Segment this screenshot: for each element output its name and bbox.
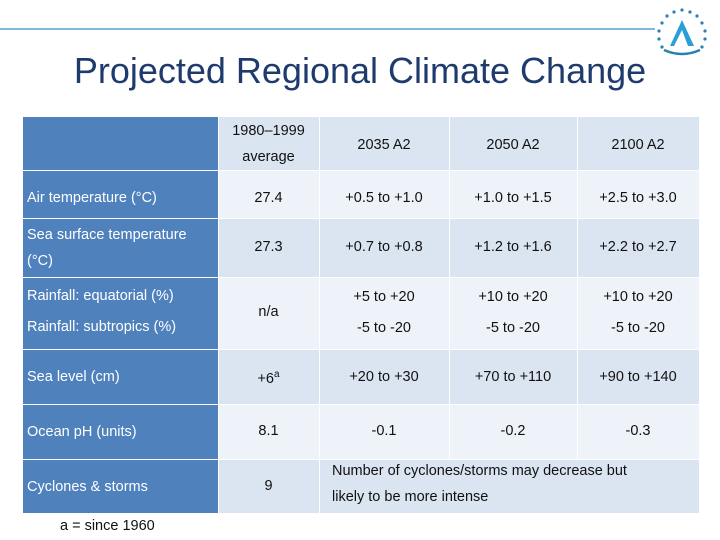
header-2100: 2100 A2 bbox=[611, 137, 665, 153]
grid-line bbox=[319, 459, 320, 513]
grid-line bbox=[23, 277, 699, 278]
top-divider bbox=[0, 28, 655, 30]
row-label-sea-level: Sea level (cm) bbox=[23, 349, 218, 404]
row-bg-rain bbox=[218, 277, 699, 349]
row-bg-cyclones bbox=[218, 459, 699, 513]
cell-air-2050: +1.0 to +1.5 bbox=[474, 190, 552, 206]
footnote-marker: a bbox=[273, 369, 280, 380]
row-bg-ph bbox=[218, 404, 699, 459]
row-bg-sst bbox=[218, 218, 699, 277]
cell-ph-2035: -0.1 bbox=[371, 423, 397, 439]
cell-sst-2050: +1.2 to +1.6 bbox=[474, 239, 552, 255]
row-label-rainfall: Rainfall: equatorial (%) Rainfall: subtr… bbox=[23, 277, 218, 349]
cell-rain-eq-2035: +5 to +20 bbox=[353, 289, 415, 305]
cell-air-base: 27.4 bbox=[254, 190, 283, 206]
cell-rain-eq-2100: +10 to +20 bbox=[603, 289, 673, 305]
header-2050: 2050 A2 bbox=[486, 137, 540, 153]
footnote: a = since 1960 bbox=[60, 518, 155, 534]
cell-cyclones-base: 9 bbox=[264, 478, 273, 494]
cell-sst-2100: +2.2 to +2.7 bbox=[599, 239, 677, 255]
row-label-sst: Sea surface temperature (°C) bbox=[23, 218, 218, 277]
header-blank-cell bbox=[23, 117, 218, 170]
row-bg-sea bbox=[218, 349, 699, 404]
cell-rain-sub-2050: -5 to -20 bbox=[486, 320, 540, 336]
row-label-ph: Ocean pH (units) bbox=[23, 404, 218, 459]
grid-line bbox=[449, 117, 450, 459]
cell-cyclones-note-line2: likely to be more intense bbox=[332, 489, 489, 505]
cell-rain-sub-2035: -5 to -20 bbox=[357, 320, 411, 336]
cell-sst-base: 27.3 bbox=[254, 239, 283, 255]
cell-sea-2035: +20 to +30 bbox=[349, 369, 419, 385]
grid-line bbox=[23, 218, 699, 219]
grid-line bbox=[218, 117, 219, 513]
grid-line bbox=[577, 117, 578, 459]
grid-line bbox=[319, 117, 320, 459]
climate-table: 1980–1999 average 2035 A2 2050 A2 2100 A… bbox=[23, 117, 699, 513]
cell-rain-eq-2050: +10 to +20 bbox=[478, 289, 548, 305]
header-row bbox=[218, 117, 699, 170]
slide-title: Projected Regional Climate Change bbox=[73, 50, 647, 91]
cell-ph-2050: -0.2 bbox=[500, 423, 526, 439]
cell-rain-sub-2100: -5 to -20 bbox=[611, 320, 665, 336]
cell-air-2100: +2.5 to +3.0 bbox=[599, 190, 677, 206]
row-bg-air bbox=[218, 170, 699, 218]
cell-cyclones-note-line1: Number of cyclones/storms may decrease b… bbox=[332, 463, 627, 479]
grid-line bbox=[23, 459, 699, 460]
cell-rain-base: n/a bbox=[258, 304, 279, 320]
row-label-air: Air temperature (°C) bbox=[23, 170, 218, 218]
pacific-climate-logo bbox=[657, 8, 707, 56]
grid-line bbox=[23, 349, 699, 350]
grid-line bbox=[23, 170, 699, 171]
grid-line bbox=[23, 404, 699, 405]
header-baseline-sub: average bbox=[242, 149, 295, 165]
cell-sst-2035: +0.7 to +0.8 bbox=[345, 239, 423, 255]
cell-sea-2100: +90 to +140 bbox=[599, 369, 677, 385]
header-2035: 2035 A2 bbox=[357, 137, 411, 153]
cell-ph-base: 8.1 bbox=[258, 423, 279, 439]
cell-sea-2050: +70 to +110 bbox=[474, 369, 552, 385]
header-baseline: 1980–1999 bbox=[232, 123, 305, 139]
cell-ph-2100: -0.3 bbox=[625, 423, 651, 439]
cell-sea-base: +6a bbox=[257, 369, 280, 387]
cell-air-2035: +0.5 to +1.0 bbox=[345, 190, 423, 206]
row-label-cyclones: Cyclones & storms bbox=[23, 459, 218, 513]
